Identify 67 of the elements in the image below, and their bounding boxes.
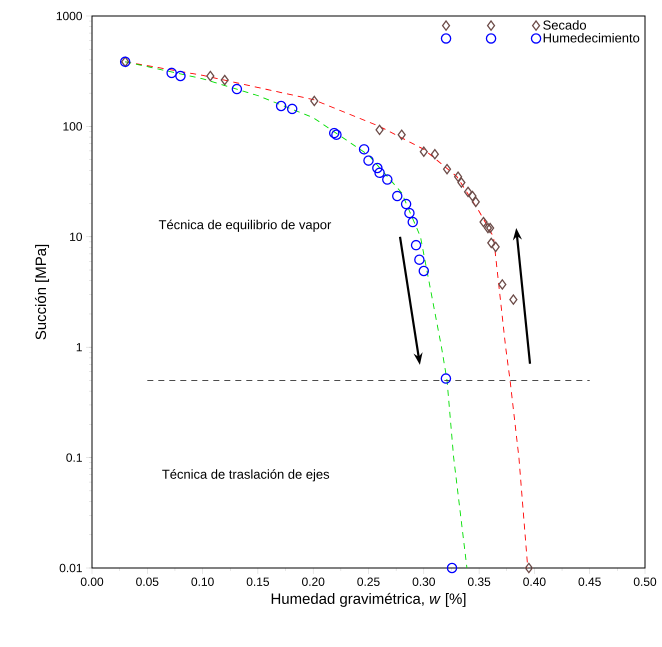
y-tick-label: 10 bbox=[70, 232, 82, 242]
point bbox=[492, 242, 500, 252]
annotation: Técnica de equilibrio de vapor bbox=[158, 220, 332, 232]
point bbox=[331, 130, 342, 140]
y-tick-label: 100 bbox=[63, 122, 82, 131]
point bbox=[524, 562, 533, 574]
point bbox=[166, 68, 177, 78]
point bbox=[484, 222, 492, 234]
point bbox=[310, 96, 318, 106]
point bbox=[464, 186, 472, 198]
point bbox=[418, 266, 430, 276]
x-tick-label: 0.05 bbox=[136, 578, 158, 586]
legend-label: Secado bbox=[543, 20, 586, 30]
point bbox=[382, 174, 393, 185]
point bbox=[414, 254, 425, 265]
point bbox=[486, 222, 494, 234]
point bbox=[457, 177, 466, 188]
point bbox=[392, 190, 403, 202]
x-tick-label: 0.10 bbox=[191, 578, 214, 586]
x-tick-label: 0.00 bbox=[80, 578, 104, 586]
point bbox=[286, 104, 298, 114]
point bbox=[487, 238, 496, 248]
point bbox=[232, 84, 242, 94]
line-series bbox=[124, 61, 468, 568]
point bbox=[468, 190, 477, 202]
point bbox=[509, 294, 518, 305]
x-tick-label: 0.50 bbox=[634, 578, 656, 586]
point bbox=[454, 171, 462, 182]
point bbox=[328, 128, 340, 138]
y-tick-label: 1 bbox=[76, 343, 82, 352]
point bbox=[276, 100, 286, 112]
point bbox=[372, 162, 383, 174]
point bbox=[404, 208, 415, 218]
y-tick-label: 0.1 bbox=[66, 453, 82, 462]
y-tick-label: 0.01 bbox=[60, 564, 82, 572]
x-tick-label: 0.15 bbox=[246, 578, 270, 586]
point bbox=[220, 74, 229, 86]
x-tick-label: 0.30 bbox=[412, 578, 435, 586]
point bbox=[375, 124, 384, 136]
point bbox=[479, 216, 488, 228]
x-tick-label: 0.35 bbox=[468, 578, 490, 586]
point bbox=[400, 198, 412, 210]
point bbox=[440, 373, 452, 384]
point bbox=[472, 196, 480, 208]
point bbox=[358, 144, 370, 155]
point bbox=[175, 70, 186, 82]
point bbox=[442, 164, 452, 174]
y-tick-label: 1000 bbox=[56, 12, 82, 20]
point bbox=[410, 240, 422, 250]
x-tick-label: 0.20 bbox=[302, 578, 324, 586]
point bbox=[206, 70, 214, 82]
point bbox=[398, 130, 406, 140]
point bbox=[430, 148, 439, 160]
point bbox=[363, 155, 374, 166]
point bbox=[446, 562, 458, 574]
x-tick-label: 0.40 bbox=[523, 578, 546, 586]
y-axis-title: Succión [MPa] bbox=[34, 244, 50, 340]
point bbox=[498, 279, 506, 290]
legend-label: Humedecimiento bbox=[544, 33, 640, 43]
point bbox=[407, 216, 418, 228]
line-series bbox=[124, 61, 528, 568]
point bbox=[420, 146, 428, 157]
point bbox=[374, 168, 385, 178]
annotation: Técnica de traslación de ejes bbox=[162, 469, 330, 482]
x-tick-label: 0.45 bbox=[578, 578, 601, 586]
x-tick-label: 0.25 bbox=[357, 578, 380, 586]
x-axis-title: Humedad gravimétrica, w [%] bbox=[272, 592, 466, 607]
